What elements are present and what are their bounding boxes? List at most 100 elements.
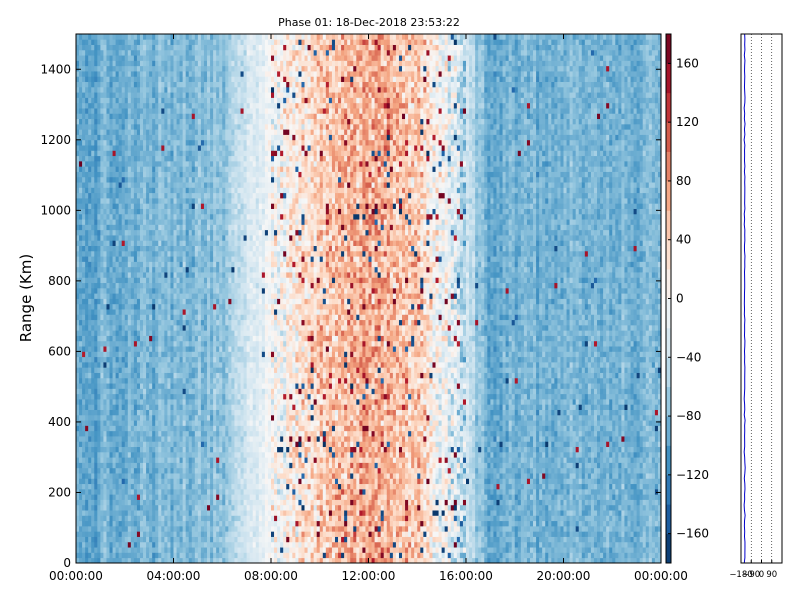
heatmap-cell xyxy=(222,520,226,527)
heatmap-cell xyxy=(118,430,123,437)
heatmap-cell xyxy=(79,441,83,448)
heatmap-cell xyxy=(91,266,95,273)
heatmap-cell xyxy=(103,356,107,363)
heatmap-cell xyxy=(188,388,193,395)
heatmap-cell xyxy=(100,197,104,204)
heatmap-cell xyxy=(127,462,132,469)
heatmap-cell xyxy=(112,60,117,67)
heatmap-cell xyxy=(79,176,83,183)
heatmap-cell xyxy=(203,547,208,553)
heatmap-cell xyxy=(118,404,123,410)
heatmap-cell xyxy=(158,287,162,294)
heatmap-cell xyxy=(146,150,150,157)
heatmap-cell xyxy=(112,504,117,511)
heatmap-cell xyxy=(143,192,147,199)
heatmap-cell xyxy=(82,367,86,373)
heatmap-cell xyxy=(118,298,123,305)
heatmap-cell xyxy=(112,436,117,442)
heatmap-cell xyxy=(225,488,229,495)
heatmap-cell xyxy=(76,451,80,458)
heatmap-cell xyxy=(100,208,104,215)
heatmap-cell xyxy=(191,39,196,45)
heatmap-cell xyxy=(200,361,205,368)
heatmap-cell xyxy=(210,488,214,495)
heatmap-cell xyxy=(210,330,214,336)
heatmap-cell xyxy=(194,393,199,400)
heatmap-cell xyxy=(97,203,101,209)
heatmap-cell xyxy=(158,547,162,553)
heatmap-cell xyxy=(109,34,113,40)
heatmap-cell xyxy=(194,219,199,225)
heatmap-cell xyxy=(216,208,220,215)
heatmap-cell xyxy=(127,60,132,67)
heatmap-cell xyxy=(130,473,135,479)
heatmap-cell xyxy=(106,478,110,485)
heatmap-cell xyxy=(136,134,141,141)
heatmap-cell xyxy=(225,272,229,278)
heatmap-cell xyxy=(200,414,205,421)
heatmap-cell xyxy=(115,219,120,225)
heatmap-cell xyxy=(97,108,101,114)
heatmap-cell xyxy=(103,351,107,358)
heatmap-cell xyxy=(207,250,211,257)
heatmap-cell xyxy=(127,309,132,315)
heatmap-cell xyxy=(106,55,110,61)
heatmap-cell xyxy=(191,65,196,72)
heatmap-cell xyxy=(106,240,110,246)
heatmap-cell xyxy=(146,272,150,278)
heatmap-cell xyxy=(149,208,153,215)
heatmap-cell xyxy=(91,552,95,559)
heatmap-cell xyxy=(82,303,86,310)
heatmap-cell xyxy=(133,235,138,241)
heatmap-cell xyxy=(161,430,165,437)
heatmap-cell xyxy=(194,86,199,93)
heatmap-cell xyxy=(79,383,83,389)
heatmap-cell xyxy=(146,203,150,209)
heatmap-cell xyxy=(149,340,153,347)
heatmap-cell xyxy=(103,483,107,490)
heatmap-cell xyxy=(115,134,120,141)
heatmap-cell xyxy=(149,272,153,278)
heatmap-cell xyxy=(106,92,110,98)
heatmap-cell xyxy=(210,383,214,389)
heatmap-cell xyxy=(185,277,190,284)
heatmap-cell xyxy=(88,383,92,389)
heatmap-cell xyxy=(188,552,193,559)
heatmap-cell xyxy=(97,361,101,368)
heatmap-cell xyxy=(79,160,83,167)
heatmap-cell xyxy=(103,383,107,389)
heatmap-cell xyxy=(112,488,117,495)
heatmap-cell xyxy=(136,71,141,77)
heatmap-cell xyxy=(207,86,211,93)
heatmap-cell xyxy=(213,235,217,241)
heatmap-cell xyxy=(124,282,129,289)
heatmap-cell xyxy=(197,203,202,209)
heatmap-cell xyxy=(216,224,220,231)
heatmap-cell xyxy=(109,547,113,553)
heatmap-cell xyxy=(219,113,223,120)
heatmap-cell xyxy=(173,383,177,389)
heatmap-cell xyxy=(82,330,86,336)
heatmap-cell xyxy=(109,139,113,146)
heatmap-cell xyxy=(121,473,126,479)
heatmap-cell xyxy=(194,494,199,500)
heatmap-cell xyxy=(149,219,153,225)
heatmap-cell xyxy=(146,266,150,273)
heatmap-cell xyxy=(170,409,174,416)
heatmap-cell xyxy=(143,245,147,252)
heatmap-cell xyxy=(200,324,205,331)
heatmap-cell xyxy=(170,372,174,379)
heatmap-cell xyxy=(143,129,147,135)
heatmap-cell xyxy=(225,92,229,98)
heatmap-cell xyxy=(164,309,168,315)
heatmap-cell xyxy=(143,55,147,61)
heatmap-cell xyxy=(167,129,171,135)
heatmap-cell xyxy=(200,430,205,437)
heatmap-cell xyxy=(136,488,141,495)
heatmap-cell xyxy=(146,367,150,373)
heatmap-cell xyxy=(115,483,120,490)
heatmap-cell xyxy=(112,420,117,426)
heatmap-cell xyxy=(133,123,138,130)
heatmap-cell xyxy=(136,330,141,336)
heatmap-cell xyxy=(82,340,86,347)
